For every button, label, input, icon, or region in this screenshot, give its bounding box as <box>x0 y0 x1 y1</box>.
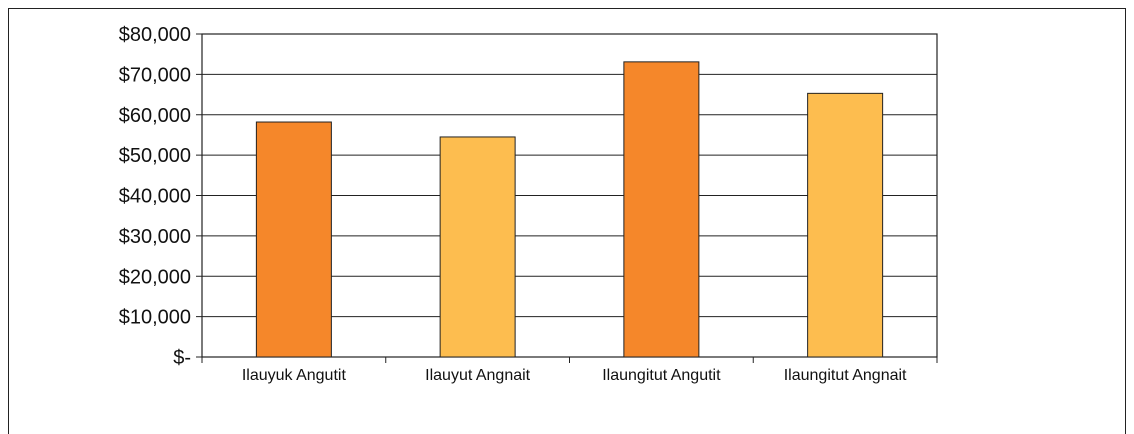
y-tick-label: $50,000 <box>119 145 191 167</box>
x-tick-label: Ilaungitut Angnait <box>784 367 907 384</box>
y-tick-label: $60,000 <box>119 105 191 127</box>
bar <box>807 92 884 358</box>
y-tick-label: $30,000 <box>119 226 191 248</box>
y-tick-label: $40,000 <box>119 186 191 208</box>
bar <box>623 61 700 358</box>
y-tick-label: $70,000 <box>119 64 191 86</box>
x-tick-label: Ilauyuk Angutit <box>242 367 347 384</box>
y-tick-label: $80,000 <box>119 24 191 46</box>
x-tick-label: Ilauyut Angnait <box>425 367 531 384</box>
y-tick-label: $- <box>173 347 191 369</box>
y-tick-label: $20,000 <box>119 266 191 288</box>
x-axis-tick-labels: Ilauyuk Angutit Ilauyut Angnait Ilaungitut… <box>242 367 907 384</box>
bar <box>439 136 516 358</box>
x-tick-label: Ilaungitut Angutit <box>602 367 721 384</box>
chart-frame <box>8 8 1126 434</box>
axes <box>196 33 938 363</box>
y-tick-label: $10,000 <box>119 307 191 329</box>
bars <box>255 61 884 358</box>
bar <box>255 121 332 358</box>
y-axis-tick-labels: $- $10,000 $20,000 $30,000 $40,000 $50,000 $60… <box>119 24 191 369</box>
